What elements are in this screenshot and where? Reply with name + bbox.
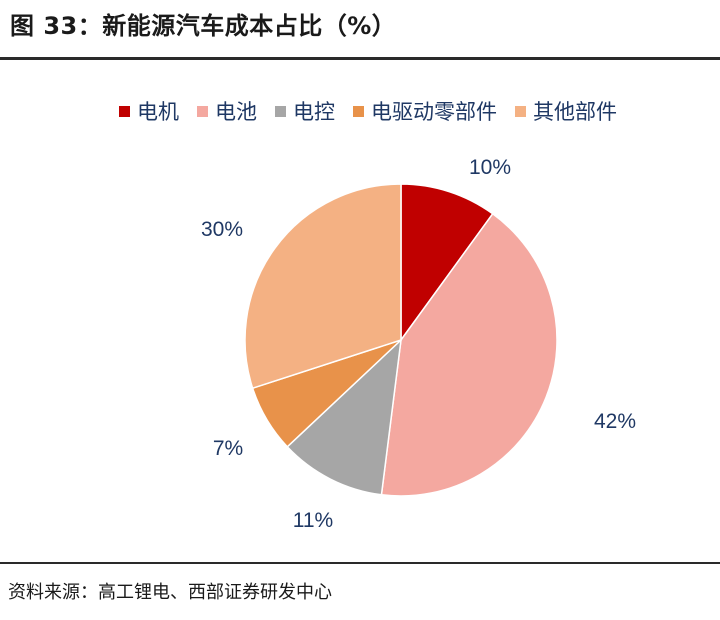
value-label-other-parts: 30% [201, 218, 243, 241]
value-label-motor: 10% [469, 156, 511, 179]
legend-label-battery: 电池 [215, 100, 257, 124]
legend-item-other-parts: 其他部件 [515, 96, 617, 126]
legend-item-drive-parts: 电驱动零部件 [353, 96, 497, 126]
pie-slice-other-parts [244, 183, 402, 390]
value-label-drive-parts: 7% [213, 437, 243, 460]
value-label-battery: 42% [594, 410, 636, 433]
legend-swatch-electronic-control [275, 105, 286, 117]
source-note: 资料来源：高工锂电、西部证券研发中心 [8, 582, 332, 603]
legend-item-motor: 电机 [119, 96, 179, 126]
legend-label-other-parts: 其他部件 [533, 100, 617, 124]
pie-slice-electronic-control [286, 338, 403, 496]
legend-item-electronic-control: 电控 [275, 96, 335, 126]
title-divider [0, 57, 720, 60]
pie-slices [244, 183, 558, 497]
legend-label-electronic-control: 电控 [293, 100, 335, 124]
legend-swatch-battery [197, 105, 208, 117]
legend-label-drive-parts: 电驱动零部件 [371, 100, 497, 124]
legend-swatch-other-parts [515, 105, 526, 117]
legend-item-battery: 电池 [197, 96, 257, 126]
legend-swatch-motor [119, 105, 130, 117]
footer-divider [0, 562, 720, 564]
pie-value-labels: 10% 42% 11% 7% 30% [201, 156, 636, 532]
legend-label-motor: 电机 [137, 100, 179, 124]
figure-title: 图 33：新能源汽车成本占比（%） [10, 12, 397, 40]
pie-slice-motor [400, 183, 494, 343]
chart-legend: 电机 电池 电控 电驱动零部件 其他部件 [119, 96, 635, 126]
legend-swatch-drive-parts [353, 105, 364, 117]
value-label-electronic-control: 11% [293, 509, 333, 532]
pie-slice-battery [380, 212, 558, 497]
